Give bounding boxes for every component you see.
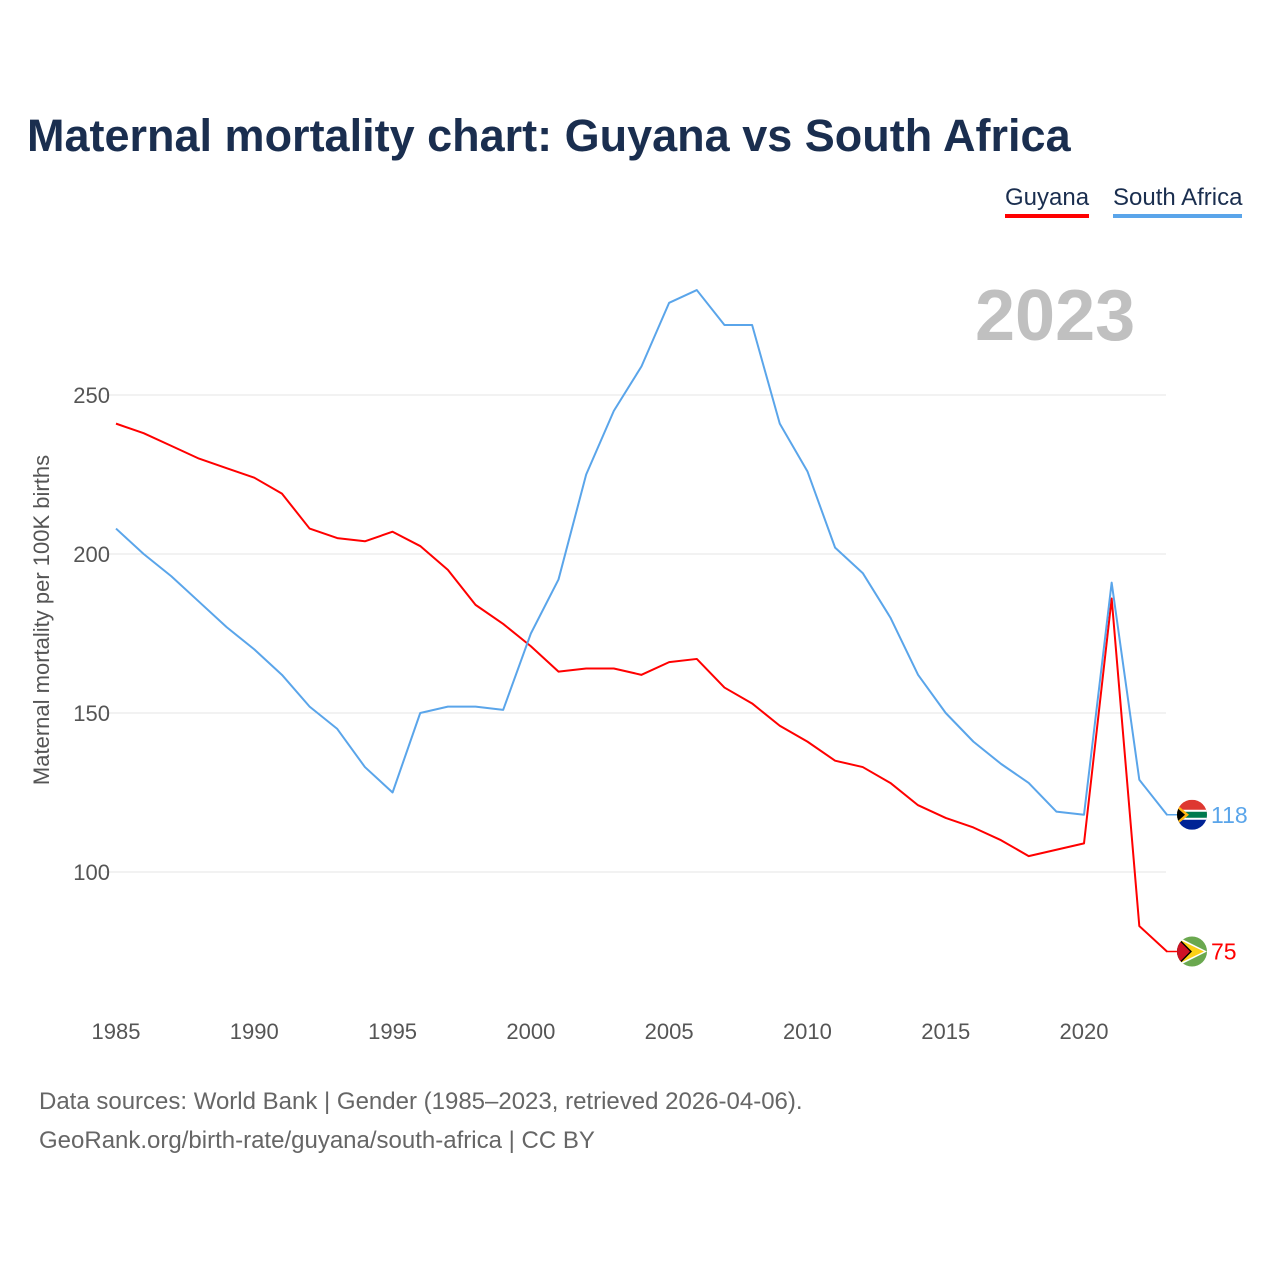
south-africa-flag-icon: [1177, 799, 1207, 830]
chart-title: Maternal mortality chart: Guyana vs Sout…: [27, 110, 1071, 161]
x-tick-label: 2005: [645, 1019, 694, 1044]
series-line-south-africa: [115, 289, 1168, 816]
series-line-guyana: [115, 422, 1168, 953]
legend-guyana[interactable]: Guyana: [1005, 184, 1090, 218]
x-tick-label: 1990: [230, 1019, 279, 1044]
end-value-label: 75: [1211, 939, 1237, 965]
source-line: Data sources: World Bank | Gender (1985–…: [39, 1088, 803, 1115]
x-tick-label: 2020: [1060, 1019, 1109, 1044]
guyana-flag-icon: [1177, 936, 1207, 967]
source-url[interactable]: GeoRank.org/birth-rate/guyana/south-afri…: [39, 1127, 595, 1154]
x-tick-label: 2000: [506, 1019, 555, 1044]
current-year-label: 2023: [975, 276, 1136, 356]
x-tick-label: 2010: [783, 1019, 832, 1044]
x-tick-label: 1995: [368, 1019, 417, 1044]
legend-south-africa[interactable]: South Africa: [1113, 184, 1243, 218]
y-tick-label: 250: [73, 383, 110, 408]
x-tick-label: 1985: [92, 1019, 141, 1044]
y-tick-label: 200: [73, 542, 110, 567]
y-tick-label: 100: [73, 860, 110, 885]
x-tick-label: 2015: [921, 1019, 970, 1044]
end-value-label: 118: [1211, 802, 1248, 828]
y-tick-label: 150: [73, 701, 110, 726]
